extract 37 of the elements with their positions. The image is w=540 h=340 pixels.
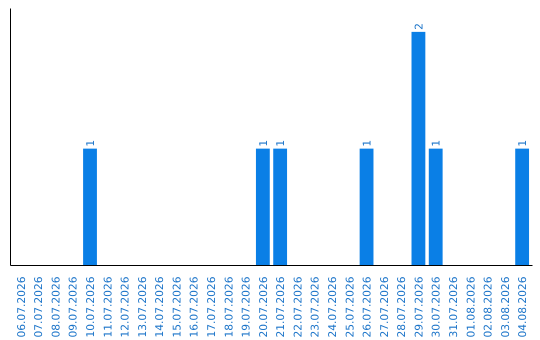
x-tick-label: 15.07.2026 — [170, 276, 184, 338]
x-tick-label: 13.07.2026 — [136, 276, 149, 338]
x-tick-label: 11.07.2026 — [101, 276, 114, 338]
x-tick-label: 04.08.2026 — [516, 276, 530, 338]
x-tick-label: 10.07.2026 — [84, 276, 98, 338]
data-label: 1 — [430, 140, 443, 147]
x-tick-label: 31.07.2026 — [446, 276, 460, 338]
x-tick-label: 26.07.2026 — [360, 276, 374, 338]
x-tick-label: 03.08.2026 — [498, 276, 512, 338]
x-tick-label: 23.07.2026 — [308, 276, 322, 338]
x-tick-label: 21.07.2026 — [274, 276, 288, 338]
x-tick-label: 14.07.2026 — [153, 276, 166, 338]
x-tick-label: 24.07.2026 — [326, 276, 339, 338]
data-label: 1 — [256, 140, 270, 147]
data-label: 1 — [360, 140, 374, 147]
x-tick-label: 27.07.2026 — [378, 276, 391, 338]
data-label: 1 — [274, 140, 288, 147]
x-tick-label: 30.07.2026 — [430, 276, 443, 338]
x-tick-label: 28.07.2026 — [395, 276, 408, 338]
x-tick-label: 16.07.2026 — [188, 276, 201, 338]
x-tick-label: 19.07.2026 — [240, 276, 253, 338]
x-tick-label: 18.07.2026 — [222, 276, 236, 338]
x-tick-label: 29.07.2026 — [412, 276, 426, 338]
x-tick-label: 06.07.2026 — [14, 276, 28, 338]
x-tick-label: 12.07.2026 — [118, 276, 132, 338]
data-label: 2 — [412, 23, 426, 30]
x-tick-label: 17.07.2026 — [205, 276, 218, 338]
x-tick-label: 09.07.2026 — [66, 276, 80, 338]
x-tick-label: 25.07.2026 — [343, 276, 356, 338]
x-tick-label: 20.07.2026 — [256, 276, 270, 338]
data-label: 1 — [516, 140, 530, 147]
x-tick-label: 02.08.2026 — [482, 276, 495, 338]
x-tick-label: 01.08.2026 — [464, 276, 478, 338]
x-tick-label: 07.07.2026 — [32, 276, 46, 338]
x-tick-label: 08.07.2026 — [49, 276, 62, 338]
x-tick-label: 22.07.2026 — [291, 276, 304, 338]
data-label: 1 — [84, 140, 98, 147]
